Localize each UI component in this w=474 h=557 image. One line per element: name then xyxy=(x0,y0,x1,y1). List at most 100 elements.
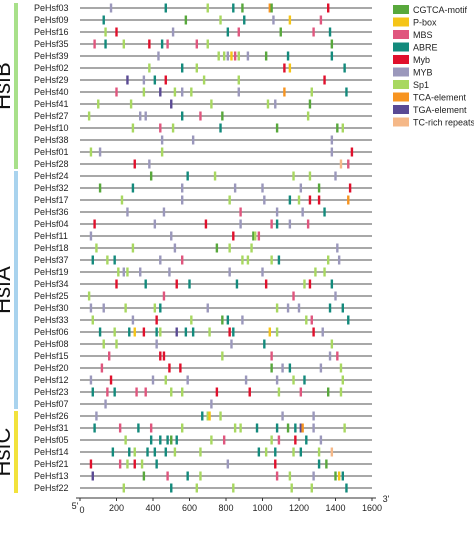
element-mark-mbs xyxy=(336,351,339,361)
element-mark-myb xyxy=(261,183,264,193)
element-mark-myb xyxy=(115,27,118,37)
gene-label-pehsf11: PeHsf11 xyxy=(34,231,68,241)
element-mark-abre xyxy=(128,327,131,337)
element-mark-sp1 xyxy=(131,123,135,133)
element-mark-sp1 xyxy=(219,15,222,25)
element-mark-sp1 xyxy=(190,315,193,325)
element-mark-myb xyxy=(133,459,136,469)
element-mark-abre xyxy=(305,435,308,445)
gene-label-pehsf19: PeHsf19 xyxy=(34,267,69,277)
element-mark-mbs xyxy=(115,87,118,97)
element-mark-mbs xyxy=(233,51,237,61)
element-mark-mbs xyxy=(270,351,273,361)
element-mark-mbs xyxy=(93,39,96,49)
legend-label-mbs: MBS xyxy=(413,30,433,40)
element-mark-cgtca-motif xyxy=(142,471,146,481)
element-mark-mbs xyxy=(162,291,166,301)
legend-swatch-sp1 xyxy=(393,80,409,89)
gene-label-pehsf39: PeHsf39 xyxy=(34,51,69,61)
element-mark-sp1 xyxy=(164,375,167,385)
element-mark-myb xyxy=(170,231,173,241)
element-mark-sp1 xyxy=(228,243,231,253)
element-mark-myb xyxy=(232,231,235,241)
element-mark-abre xyxy=(137,423,140,433)
element-mark-abre xyxy=(128,447,131,457)
element-mark-sp1 xyxy=(339,387,343,397)
element-mark-myb xyxy=(275,375,279,385)
element-mark-sp1 xyxy=(87,291,91,301)
element-mark-cgtca-motif xyxy=(286,423,290,433)
element-mark-mbs xyxy=(347,159,350,169)
group-label-hsfc: HsfC xyxy=(0,427,15,476)
element-mark-sp1 xyxy=(206,411,209,421)
element-mark-mbs xyxy=(195,39,198,49)
element-mark-sp1 xyxy=(221,351,224,361)
element-mark-abre xyxy=(345,483,348,493)
gene-label-pehsf09: PeHsf09 xyxy=(34,15,69,25)
element-mark-sp1 xyxy=(133,447,136,457)
element-mark-sp1 xyxy=(153,303,157,313)
axis-origin-label: 0 xyxy=(79,505,84,515)
element-mark-sp1 xyxy=(87,111,91,121)
element-mark-cgtca-motif xyxy=(215,243,219,253)
element-mark-abre xyxy=(263,339,266,349)
element-mark-myb xyxy=(155,339,158,349)
element-mark-mbs xyxy=(100,363,104,373)
element-mark-mbs xyxy=(159,123,162,133)
element-mark-abre xyxy=(191,327,195,337)
gene-label-pehsf27: PeHsf27 xyxy=(34,111,69,121)
element-mark-myb xyxy=(327,3,330,13)
element-mark-myb xyxy=(126,207,129,217)
element-mark-tca-element xyxy=(283,87,286,97)
element-mark-sp1 xyxy=(217,51,220,61)
element-mark-tga-element xyxy=(91,471,94,481)
element-mark-myb xyxy=(142,75,146,85)
legend-swatch-mbs xyxy=(393,30,409,39)
element-mark-sp1 xyxy=(305,315,308,325)
element-mark-sp1 xyxy=(208,327,211,337)
element-mark-sp1 xyxy=(292,447,295,457)
element-mark-tga-element xyxy=(299,423,303,433)
element-mark-sp1 xyxy=(190,87,193,97)
element-mark-mbs xyxy=(181,255,184,265)
element-mark-abre xyxy=(146,447,149,457)
element-mark-tga-element xyxy=(170,99,173,109)
element-mark-sp1 xyxy=(246,255,250,265)
element-mark-myb xyxy=(246,51,250,61)
element-mark-sp1 xyxy=(122,483,125,493)
element-mark-mbs xyxy=(275,471,279,481)
element-mark-myb xyxy=(179,363,182,373)
gene-label-pehsf29: PeHsf29 xyxy=(34,75,69,85)
element-mark-abre xyxy=(286,51,290,61)
element-mark-abre xyxy=(294,423,297,433)
element-mark-sp1 xyxy=(95,243,98,253)
element-mark-sp1 xyxy=(115,339,118,349)
element-mark-myb xyxy=(312,423,315,433)
element-mark-cgtca-motif xyxy=(149,171,153,181)
element-mark-mbs xyxy=(118,423,122,433)
element-mark-sp1 xyxy=(323,267,326,277)
element-mark-myb xyxy=(312,327,315,337)
element-mark-myb xyxy=(244,375,248,385)
element-mark-abre xyxy=(91,387,94,397)
element-mark-myb xyxy=(109,3,113,13)
element-mark-sp1 xyxy=(275,327,279,337)
element-mark-sp1 xyxy=(317,447,321,457)
element-mark-myb xyxy=(159,351,162,361)
element-mark-cgtca-motif xyxy=(170,435,173,445)
legend-label-abre: ABRE xyxy=(413,43,438,53)
element-mark-sp1 xyxy=(233,423,237,433)
element-mark-abre xyxy=(159,303,162,313)
element-mark-cgtca-motif xyxy=(184,15,188,25)
element-mark-mbs xyxy=(199,111,202,121)
element-mark-abre xyxy=(175,435,178,445)
element-mark-sp1 xyxy=(171,123,175,133)
element-mark-mbs xyxy=(299,387,303,397)
element-mark-myb xyxy=(175,279,178,289)
element-mark-sp1 xyxy=(140,459,144,469)
gene-label-pehsf02: PeHsf02 xyxy=(34,63,69,73)
element-mark-myb xyxy=(350,147,354,157)
group-label-hsfb: HsfB xyxy=(0,62,15,110)
element-mark-sp1 xyxy=(343,423,346,433)
